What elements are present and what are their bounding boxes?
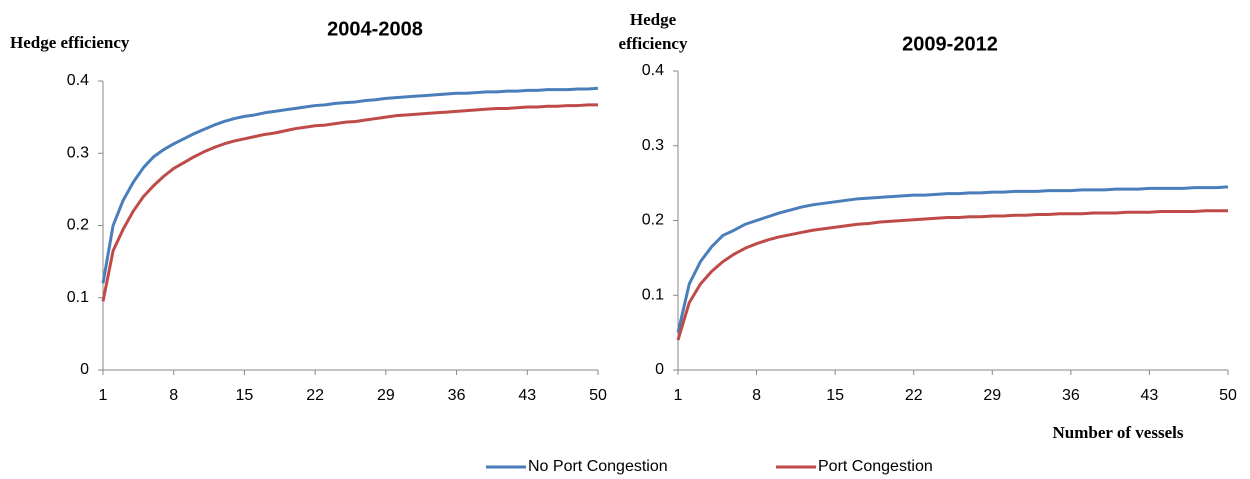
y-tick-label: 0 [655, 361, 664, 378]
chart-title: 2004-2008 [327, 18, 423, 40]
data-line [101, 103, 598, 302]
y-tick-label: 0.1 [67, 289, 89, 306]
x-tick-label: 1 [99, 387, 108, 404]
x-axis-label: Number of vessels [1053, 423, 1184, 442]
data-line [676, 185, 1229, 333]
y-tick-label: 0.3 [67, 144, 89, 161]
x-tick-label: 43 [518, 387, 536, 404]
chart-title: 2009-2012 [902, 33, 998, 55]
y-tick-label: 0 [80, 361, 89, 378]
y-tick-label: 0.4 [642, 62, 664, 79]
x-tick-label: 15 [236, 387, 254, 404]
x-tick-label: 36 [1062, 387, 1080, 404]
y-tick-label: 0.4 [67, 72, 89, 89]
x-tick-label: 1 [674, 387, 683, 404]
x-tick-label: 15 [826, 387, 844, 404]
legend-label: Port Congestion [818, 458, 933, 475]
legend-label: No Port Congestion [528, 458, 668, 475]
y-tick-label: 0.1 [642, 286, 664, 303]
y-axis-label: Hedge efficiency [10, 33, 130, 52]
x-tick-label: 50 [589, 387, 607, 404]
data-line [101, 86, 599, 284]
x-tick-label: 29 [377, 387, 395, 404]
x-tick-label: 43 [1141, 387, 1159, 404]
y-tick-label: 0.2 [642, 212, 664, 229]
x-tick-label: 8 [169, 387, 178, 404]
y-tick-label: 0.3 [642, 137, 664, 154]
y-tick-label: 0.2 [67, 217, 89, 234]
data-line [676, 209, 1228, 341]
x-tick-label: 8 [752, 387, 761, 404]
x-tick-label: 50 [1219, 387, 1237, 404]
x-tick-label: 22 [905, 387, 923, 404]
x-tick-label: 29 [983, 387, 1001, 404]
x-tick-label: 36 [448, 387, 466, 404]
y-axis-label: Hedge efficiency [618, 10, 688, 53]
x-tick-label: 22 [306, 387, 324, 404]
